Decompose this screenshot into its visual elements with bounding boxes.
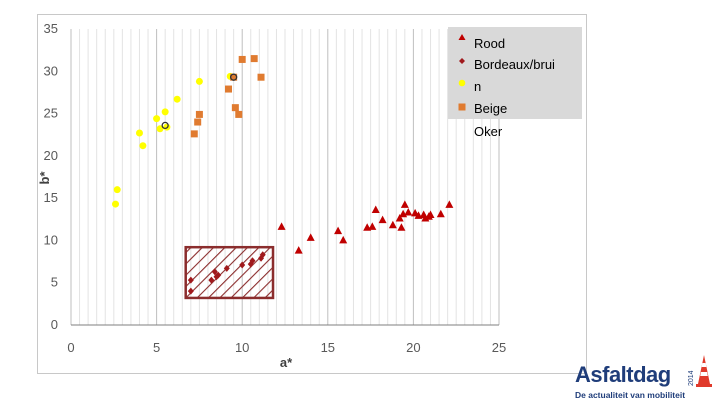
- data-point-open: [229, 73, 238, 81]
- data-point-oker: [235, 110, 243, 118]
- data-point-beige: [195, 77, 203, 85]
- data-point-rood: [397, 223, 406, 231]
- data-point-rood: [339, 235, 348, 244]
- data-point-bordeaux: [259, 251, 266, 259]
- legend-label-beige: Beige: [474, 101, 508, 116]
- data-point-bordeaux: [249, 257, 256, 265]
- y-axis-title: b*: [38, 171, 52, 185]
- data-point-rood: [395, 213, 404, 222]
- y-tick-label: 35: [44, 21, 58, 36]
- data-point-beige: [112, 200, 120, 208]
- y-tick-label: 30: [44, 63, 58, 78]
- data-point-rood: [404, 208, 413, 216]
- data-point-oker: [250, 55, 258, 63]
- logo-year: 2014: [688, 370, 695, 386]
- x-tick-label: 0: [67, 340, 74, 355]
- asfaltdag-logo: Asfaltdag 2014 De actualiteit van mobili…: [575, 352, 715, 402]
- logo-wordmark: Asfaltdag: [575, 362, 671, 387]
- data-point-oker: [195, 110, 203, 118]
- data-point-rood: [368, 222, 377, 230]
- data-point-bordeaux: [187, 276, 194, 284]
- data-point-oker: [238, 55, 246, 63]
- hatched-region: [184, 245, 275, 300]
- data-point-rood: [294, 246, 303, 254]
- data-point-oker: [257, 73, 265, 81]
- data-point-beige: [113, 186, 121, 194]
- scatter-chart: 0 5 10 15 20 25 0 5 10 15 20 25 30 35 a* b*: [38, 21, 506, 370]
- x-tick-label: 25: [492, 340, 506, 355]
- y-tick-label: 0: [51, 317, 58, 332]
- data-point-bordeaux: [239, 261, 246, 269]
- y-tick-label: 10: [44, 232, 58, 247]
- data-point-beige: [139, 142, 147, 150]
- x-tick-label: 15: [321, 340, 335, 355]
- data-point-oker: [190, 130, 198, 138]
- chart-frame: 0 5 10 15 20 25 0 5 10 15 20 25 30 35 a* b*: [37, 14, 587, 374]
- data-point-rood: [388, 220, 397, 229]
- data-point-beige: [156, 125, 164, 133]
- legend-label-bordeaux: Bordeaux/brui: [474, 57, 555, 72]
- data-point-bordeaux: [223, 264, 230, 272]
- data-point-rood: [306, 233, 315, 241]
- data-point-rood: [426, 210, 435, 219]
- data-point-oker: [230, 73, 238, 81]
- data-point-oker: [194, 118, 202, 126]
- data-point-bordeaux: [187, 287, 194, 295]
- legend-label-rood: Rood: [474, 36, 506, 51]
- legend-label-oker: Oker: [474, 124, 503, 139]
- data-point-rood: [334, 226, 343, 235]
- traffic-cone-icon: [696, 355, 712, 387]
- data-point-oker: [225, 85, 233, 93]
- data-point-beige: [161, 108, 169, 116]
- data-point-rood: [371, 205, 380, 213]
- y-tick-label: 15: [44, 190, 58, 205]
- x-tick-label: 10: [235, 340, 249, 355]
- logo-tagline: De actualiteit van mobiliteit: [575, 390, 686, 400]
- data-point-bordeaux: [215, 271, 222, 279]
- data-point-oker: [231, 104, 239, 112]
- data-point-beige: [153, 115, 161, 123]
- data-point-bordeaux: [208, 276, 215, 284]
- data-point-beige: [135, 129, 143, 137]
- data-point-bordeaux: [211, 268, 218, 276]
- data-point-rood: [400, 200, 409, 208]
- legend-label-bordeaux-wrap: n: [474, 79, 482, 94]
- data-point-rood: [445, 200, 454, 208]
- y-tick-label: 25: [44, 106, 58, 121]
- data-point-beige: [173, 95, 181, 103]
- x-tick-label: 20: [406, 340, 420, 355]
- x-axis-title: a*: [280, 355, 293, 370]
- y-tick-label: 5: [51, 275, 58, 290]
- x-tick-label: 5: [153, 340, 160, 355]
- data-point-rood: [436, 209, 445, 218]
- data-point-rood: [277, 222, 286, 230]
- y-tick-label: 20: [44, 148, 58, 163]
- data-point-open: [161, 121, 169, 130]
- data-point-rood: [378, 215, 387, 224]
- legend: [448, 27, 582, 119]
